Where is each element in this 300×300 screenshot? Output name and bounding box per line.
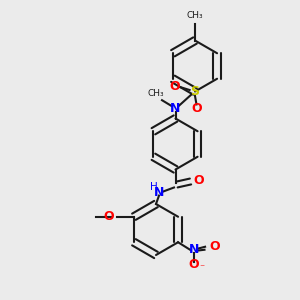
Text: H: H <box>150 182 158 192</box>
Text: O: O <box>191 101 202 115</box>
Text: ⁻: ⁻ <box>199 263 204 273</box>
Text: S: S <box>190 85 200 98</box>
Text: N: N <box>188 243 199 256</box>
Text: O: O <box>104 210 114 223</box>
Text: O: O <box>194 173 204 187</box>
Text: CH₃: CH₃ <box>187 11 203 20</box>
Text: O: O <box>210 240 220 253</box>
Text: O: O <box>188 258 199 271</box>
Text: N: N <box>170 101 181 115</box>
Text: CH₃: CH₃ <box>148 88 164 98</box>
Text: N: N <box>154 185 164 199</box>
Text: O: O <box>169 80 180 94</box>
